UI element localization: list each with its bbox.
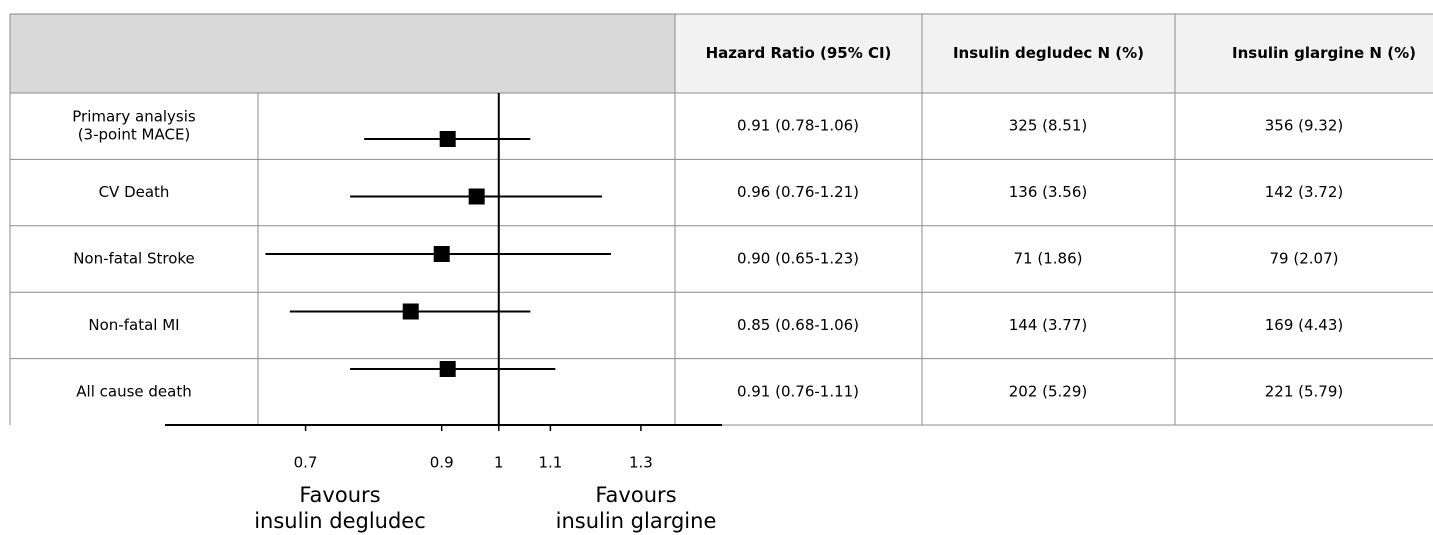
row-label: CV Death <box>99 183 170 201</box>
row-label: Primary analysis <box>72 108 196 126</box>
column-header: Insulin glargine N (%) <box>1232 44 1416 62</box>
cell-hr: 0.96 (0.76-1.21) <box>737 183 859 201</box>
row-label: (3-point MACE) <box>78 126 191 144</box>
cell-glargine: 356 (9.32) <box>1265 117 1344 135</box>
point-estimate <box>402 303 419 320</box>
cell-hr: 0.91 (0.78-1.06) <box>737 117 859 135</box>
point-estimate <box>468 188 485 205</box>
favours-label: Favours <box>595 483 676 507</box>
cell-glargine: 169 (4.43) <box>1265 316 1344 334</box>
point-estimate <box>439 131 456 147</box>
row-label: Non-fatal Stroke <box>73 250 195 268</box>
row-label: All cause death <box>76 382 191 400</box>
cell-hr: 0.85 (0.68-1.06) <box>737 316 859 334</box>
cell-hr: 0.90 (0.65-1.23) <box>737 250 859 268</box>
row-label: Non-fatal MI <box>88 316 179 334</box>
x-tick-label: 1 <box>494 454 504 472</box>
x-tick-label: 1.3 <box>629 454 653 472</box>
cell-hr: 0.91 (0.76-1.11) <box>737 382 859 400</box>
x-tick-label: 0.9 <box>430 454 454 472</box>
x-tick-label: 1.1 <box>538 454 562 472</box>
cell-degludec: 144 (3.77) <box>1009 316 1088 334</box>
cell-glargine: 79 (2.07) <box>1270 250 1339 268</box>
cell-degludec: 325 (8.51) <box>1009 117 1088 135</box>
cell-degludec: 202 (5.29) <box>1009 382 1088 400</box>
column-header: Hazard Ratio (95% CI) <box>706 44 892 62</box>
cell-glargine: 142 (3.72) <box>1265 183 1344 201</box>
cell-degludec: 71 (1.86) <box>1014 250 1083 268</box>
favours-label: insulin glargine <box>556 509 717 533</box>
point-estimate <box>439 361 456 377</box>
header-cells <box>675 14 1433 93</box>
favours-label: insulin degludec <box>254 509 426 533</box>
cell-degludec: 136 (3.56) <box>1009 183 1088 201</box>
favours-label: Favours <box>299 483 380 507</box>
cell-glargine: 221 (5.79) <box>1265 382 1344 400</box>
x-tick-label: 0.7 <box>294 454 318 472</box>
point-estimate <box>433 246 450 262</box>
column-header: Insulin degludec N (%) <box>953 44 1144 62</box>
header-blank-cell <box>10 14 675 93</box>
